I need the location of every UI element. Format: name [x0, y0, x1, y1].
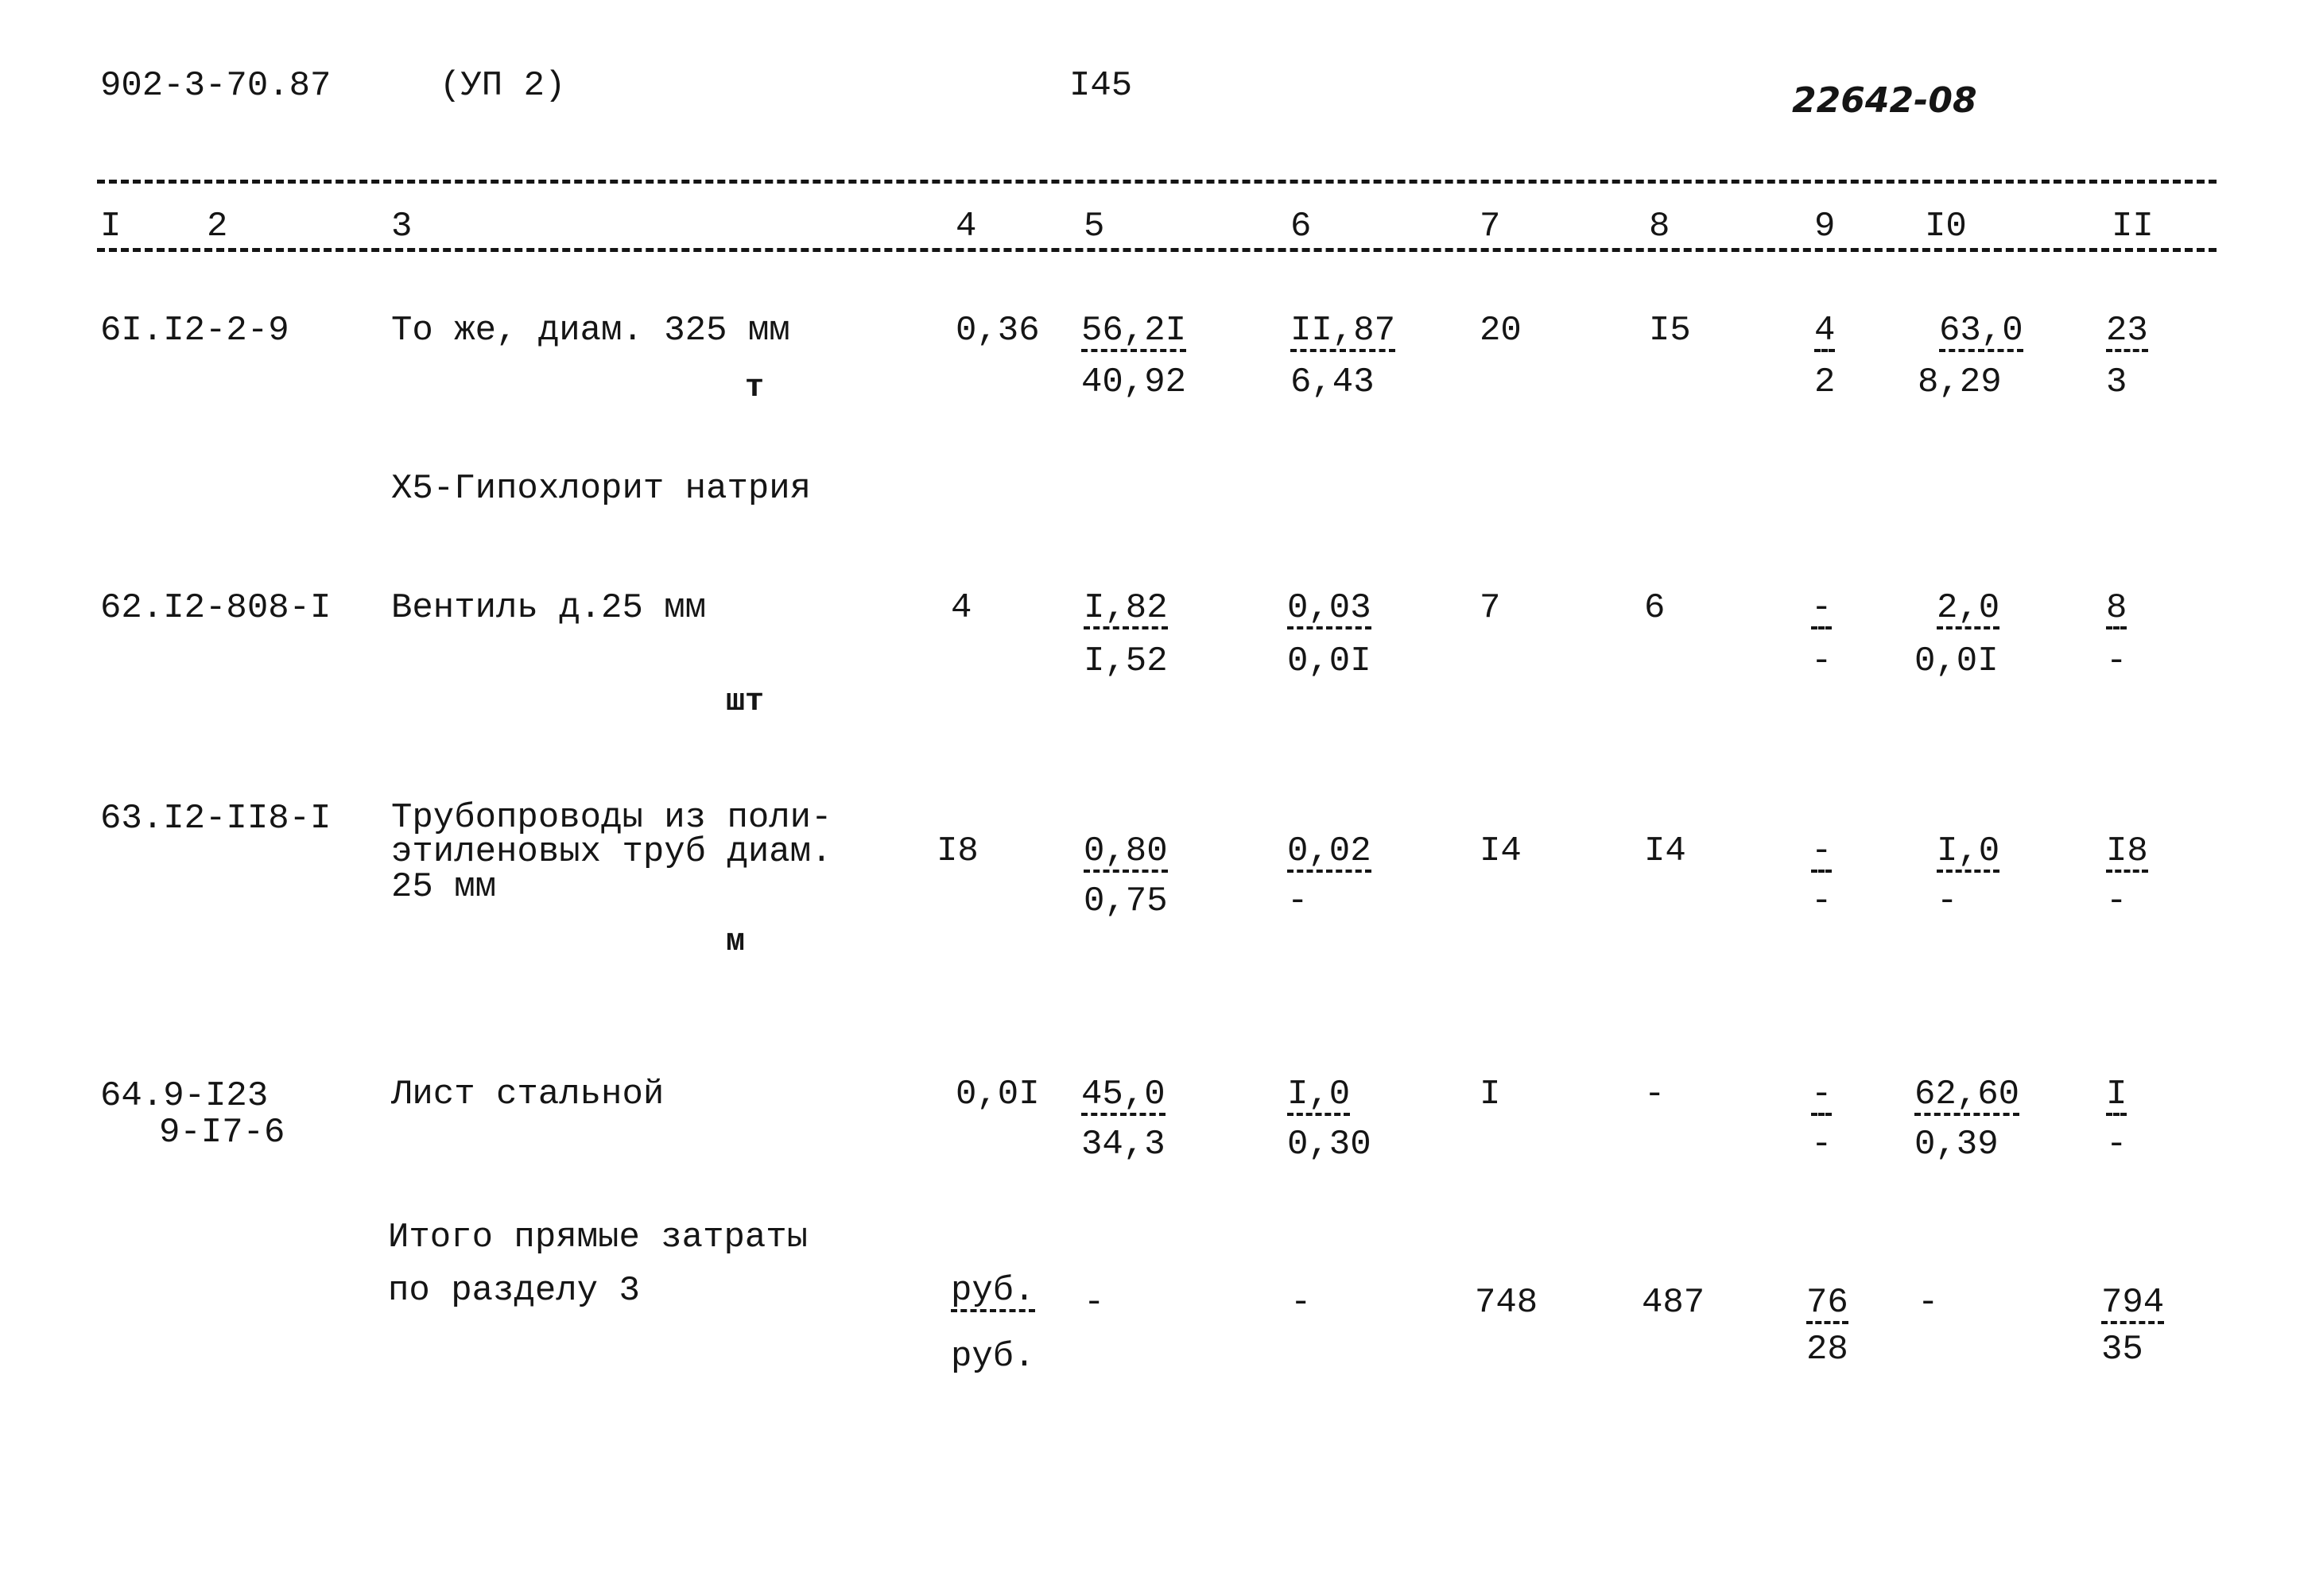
row-code: 64.9-I23 — [100, 1076, 269, 1116]
inventory-number: 22642-08 — [1792, 80, 1977, 121]
col-header: 7 — [1480, 207, 1501, 246]
cell: 0,30 — [1287, 1125, 1371, 1164]
document-code: 902-3-70.87 — [100, 66, 332, 106]
row-code: 62.I2-808-I — [100, 588, 332, 628]
cell: - — [1811, 831, 1833, 873]
album-label: (УП 2) — [440, 66, 566, 106]
cell: 2 — [1814, 362, 1836, 402]
cell: 40,92 — [1081, 362, 1187, 402]
col-header: 3 — [391, 207, 413, 246]
divider — [97, 248, 2217, 252]
cell: - — [1290, 1283, 1312, 1323]
cell: I — [2106, 1075, 2127, 1116]
row-code: 6I.I2-2-9 — [100, 311, 289, 351]
cell: 35 — [2101, 1330, 2143, 1369]
total-unit: руб. — [951, 1337, 1035, 1377]
cell: - — [1811, 1125, 1833, 1164]
cell: 4 — [951, 588, 972, 628]
cell: - — [1287, 881, 1309, 921]
cell: 0,36 — [956, 311, 1040, 351]
cell: 56,2I — [1081, 311, 1187, 352]
cell: - — [1918, 1283, 1939, 1323]
cell: - — [2106, 641, 2127, 681]
cell: 0,0I — [956, 1075, 1040, 1114]
cell: - — [2106, 881, 2127, 921]
row-desc-line: 25 мм — [391, 867, 497, 907]
col-header: I0 — [1925, 207, 1967, 246]
cell: 0,0I — [1287, 641, 1371, 681]
row-unit: т — [745, 370, 765, 406]
row-code: 63.I2-II8-I — [100, 799, 332, 839]
cell: 45,0 — [1081, 1075, 1166, 1116]
cell: 34,3 — [1081, 1125, 1166, 1164]
cell: 3 — [2106, 362, 2127, 402]
row-unit: м — [726, 924, 746, 960]
cell: 0,03 — [1287, 588, 1371, 629]
row-unit: шт — [726, 684, 765, 720]
cell: 6,43 — [1290, 362, 1375, 402]
cell: 8,29 — [1918, 362, 2002, 402]
cell: II,87 — [1290, 311, 1396, 352]
cell: 8 — [2106, 588, 2127, 629]
cell: I,82 — [1084, 588, 1168, 629]
total-unit: руб. — [951, 1271, 1035, 1312]
cell: 28 — [1806, 1330, 1848, 1369]
row-desc: То же, диам. 325 мм — [391, 311, 790, 351]
col-header: I — [100, 207, 122, 246]
cell: 62,60 — [1914, 1075, 2020, 1116]
cell: I,0 — [1287, 1075, 1351, 1116]
cell: I4 — [1644, 831, 1686, 871]
cell: - — [1811, 641, 1833, 681]
col-header: 2 — [207, 207, 228, 246]
cell: - — [1644, 1075, 1666, 1114]
col-header: II — [2112, 207, 2154, 246]
row-code: 9-I7-6 — [159, 1113, 285, 1152]
cell: 0,75 — [1084, 881, 1168, 921]
cell: - — [1937, 881, 1958, 921]
col-header: 6 — [1290, 207, 1312, 246]
section-title: Х5-Гипохлорит натрия — [391, 469, 812, 509]
cell: 2,0 — [1937, 588, 2000, 629]
row-desc-line: этиленовых труб диам. — [391, 832, 832, 872]
divider — [97, 180, 2217, 184]
cell: 6 — [1644, 588, 1666, 628]
cell: 23 — [2106, 311, 2148, 352]
cell: 4 — [1814, 311, 1836, 352]
cell: 794 — [2101, 1283, 2165, 1324]
row-desc: Лист стальной — [391, 1075, 665, 1114]
cell: I,0 — [1937, 831, 2000, 873]
cell: I4 — [1480, 831, 1522, 871]
cell: 0,0I — [1914, 641, 1999, 681]
cell: 76 — [1806, 1283, 1848, 1324]
row-desc-line: Трубопроводы из поли- — [391, 798, 832, 838]
cell: 487 — [1642, 1283, 1705, 1323]
cell: 7 — [1480, 588, 1501, 628]
col-header: 9 — [1814, 207, 1836, 246]
cell: I8 — [937, 831, 979, 871]
cell: - — [1811, 881, 1833, 921]
cell: I,52 — [1084, 641, 1168, 681]
total-label: Итого прямые затраты — [388, 1218, 809, 1257]
row-desc: Вентиль д.25 мм — [391, 588, 707, 628]
cell: - — [1084, 1283, 1105, 1323]
col-header: 8 — [1649, 207, 1670, 246]
cell: 0,39 — [1914, 1125, 1999, 1164]
page-number: I45 — [1069, 66, 1133, 106]
cell: - — [1811, 1075, 1833, 1116]
cell: 748 — [1475, 1283, 1538, 1323]
cell: I8 — [2106, 831, 2148, 873]
cell: 63,0 — [1939, 311, 2023, 352]
cell: 0,80 — [1084, 831, 1168, 873]
cell: I5 — [1649, 311, 1691, 351]
cell: 20 — [1480, 311, 1522, 351]
col-header: 4 — [956, 207, 977, 246]
total-label: по разделу 3 — [388, 1271, 640, 1311]
cell: - — [1811, 588, 1833, 629]
col-header: 5 — [1084, 207, 1105, 246]
cell: I — [1480, 1075, 1501, 1114]
cell: - — [2106, 1125, 2127, 1164]
cell: 0,02 — [1287, 831, 1371, 873]
